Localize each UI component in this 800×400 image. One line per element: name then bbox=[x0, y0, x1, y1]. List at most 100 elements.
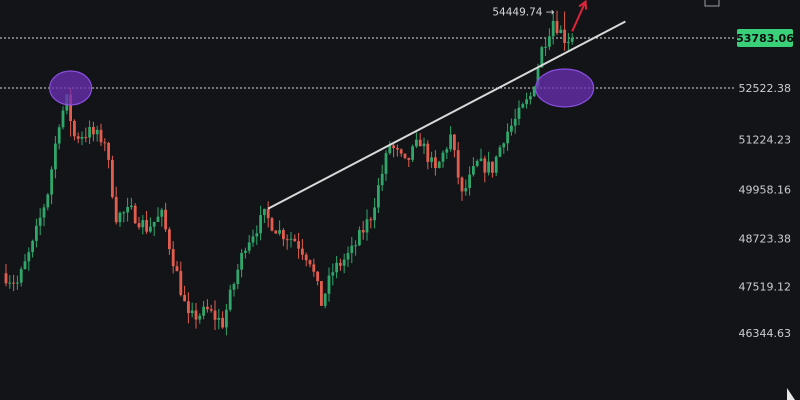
candle bbox=[525, 92, 528, 109]
candle bbox=[491, 161, 494, 178]
highlight-ellipse[interactable] bbox=[534, 68, 595, 108]
highlight-ellipse[interactable] bbox=[48, 70, 93, 106]
candle-body bbox=[289, 238, 293, 240]
candle-body bbox=[434, 157, 437, 168]
price-tick-label: 52522.38 bbox=[739, 82, 792, 95]
candle-body bbox=[171, 249, 175, 267]
candle-body bbox=[50, 169, 53, 195]
candle bbox=[263, 208, 266, 223]
candle-body bbox=[418, 139, 422, 147]
candle bbox=[274, 229, 278, 234]
candle bbox=[354, 240, 357, 256]
candle-body bbox=[152, 221, 156, 227]
candle-body bbox=[513, 118, 517, 126]
candle-body bbox=[380, 173, 384, 186]
candle bbox=[453, 133, 456, 158]
candle bbox=[247, 235, 251, 254]
candle bbox=[445, 146, 449, 160]
candle-body bbox=[525, 99, 528, 105]
candle-body bbox=[194, 310, 198, 320]
candle-body bbox=[122, 212, 126, 214]
candle bbox=[225, 303, 228, 336]
candle-body bbox=[498, 147, 502, 157]
candle bbox=[50, 166, 53, 205]
candle bbox=[73, 119, 76, 141]
candle-body bbox=[358, 230, 361, 246]
candle bbox=[19, 266, 23, 287]
candle bbox=[175, 261, 179, 272]
candle bbox=[365, 209, 369, 241]
candle-body bbox=[563, 29, 566, 43]
candle bbox=[407, 157, 411, 167]
candle-body bbox=[555, 20, 559, 34]
candle bbox=[373, 198, 376, 229]
candle-body bbox=[92, 127, 95, 135]
up-arrow-icon[interactable] bbox=[571, 1, 587, 32]
candle-body bbox=[399, 149, 403, 154]
candle bbox=[236, 263, 240, 290]
candle-body bbox=[168, 229, 171, 250]
candle-body bbox=[342, 259, 346, 266]
candle-body bbox=[80, 137, 84, 139]
candle-body bbox=[487, 161, 490, 173]
candle-body bbox=[377, 185, 380, 208]
trendline[interactable] bbox=[267, 20, 626, 210]
candle bbox=[232, 282, 236, 297]
candle bbox=[517, 100, 521, 126]
candle-body bbox=[145, 220, 148, 232]
candle bbox=[426, 140, 430, 170]
candle-body bbox=[69, 94, 72, 121]
candle bbox=[308, 259, 312, 268]
candle-body bbox=[551, 20, 555, 37]
candle-body bbox=[221, 317, 224, 328]
candle-body bbox=[506, 131, 509, 144]
candle bbox=[57, 124, 61, 150]
candle bbox=[339, 258, 342, 271]
candle-body bbox=[274, 230, 278, 234]
candle-body bbox=[468, 174, 471, 189]
candle-body bbox=[126, 207, 129, 213]
candle bbox=[384, 150, 388, 181]
candle-body bbox=[187, 301, 190, 314]
candle-body bbox=[244, 250, 247, 253]
candle bbox=[92, 121, 95, 142]
candle-body bbox=[437, 161, 441, 168]
horizontal-levels bbox=[0, 37, 735, 89]
candle bbox=[23, 254, 27, 270]
candle-body bbox=[236, 269, 240, 285]
candle bbox=[282, 227, 285, 247]
candle bbox=[156, 207, 160, 223]
candle bbox=[506, 123, 509, 151]
candle-body bbox=[141, 220, 145, 228]
candle-body bbox=[536, 67, 540, 87]
candle-body bbox=[149, 226, 152, 232]
candle bbox=[304, 252, 308, 267]
candle bbox=[171, 241, 175, 274]
candle-body bbox=[84, 137, 88, 139]
candle bbox=[559, 25, 563, 34]
candle-body bbox=[456, 150, 460, 178]
candle bbox=[380, 164, 384, 192]
candle bbox=[206, 299, 209, 313]
candle bbox=[31, 239, 34, 258]
candle bbox=[297, 232, 300, 259]
candle-body bbox=[285, 239, 289, 241]
candle bbox=[342, 253, 346, 274]
candle bbox=[221, 311, 224, 329]
candle-body bbox=[202, 306, 205, 316]
annotations: 54449.74 → bbox=[48, 0, 626, 210]
settings-icon[interactable] bbox=[704, 0, 720, 7]
candle bbox=[437, 160, 441, 169]
candle bbox=[183, 285, 186, 302]
price-axis[interactable]: 53783.06 52522.38 51224.23 49958.16 48723.38… bbox=[736, 29, 794, 340]
candle bbox=[487, 151, 490, 176]
candle-body bbox=[118, 212, 122, 223]
candle bbox=[548, 28, 551, 51]
candle bbox=[369, 216, 373, 229]
candle bbox=[285, 234, 289, 250]
candle bbox=[4, 263, 8, 287]
candle bbox=[114, 186, 118, 225]
candle bbox=[323, 292, 327, 309]
